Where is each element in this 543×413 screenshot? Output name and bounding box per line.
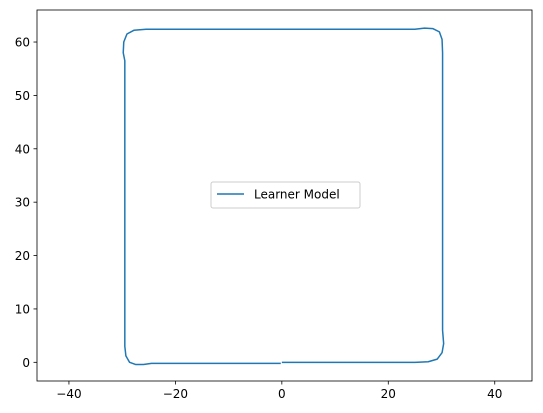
y-tick-label: 50 bbox=[15, 89, 30, 103]
x-tick-label: 40 bbox=[487, 387, 502, 401]
y-tick-label: 0 bbox=[22, 356, 30, 370]
x-axis: −40 −20 0 20 40 bbox=[56, 381, 502, 401]
x-tick-label: −20 bbox=[163, 387, 188, 401]
y-tick-label: 10 bbox=[15, 302, 30, 316]
series-line-0 bbox=[122, 27, 445, 366]
y-tick-label: 60 bbox=[15, 36, 30, 50]
x-tick-label: −40 bbox=[56, 387, 81, 401]
axes-frame bbox=[36, 9, 533, 382]
series-layer bbox=[122, 27, 445, 366]
x-tick-label: 0 bbox=[278, 387, 286, 401]
y-tick-label: 30 bbox=[15, 196, 30, 210]
y-tick-label: 20 bbox=[15, 249, 30, 263]
legend-label-learner-model: Learner Model bbox=[254, 188, 340, 202]
x-tick-label: 20 bbox=[381, 387, 396, 401]
y-tick-label: 40 bbox=[15, 142, 30, 156]
legend: Learner Model bbox=[210, 181, 361, 209]
legend-box bbox=[210, 181, 361, 209]
y-axis: 0 10 20 30 40 50 60 bbox=[15, 36, 37, 370]
